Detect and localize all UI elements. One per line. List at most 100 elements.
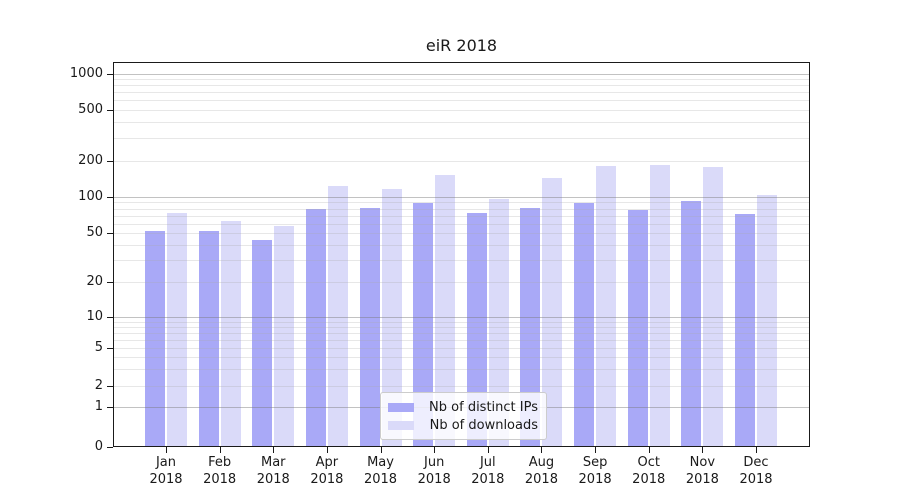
gridline-minor [113, 85, 810, 87]
gridline-minor [113, 122, 810, 124]
gridline-minor [113, 223, 810, 225]
y-tick-mark [107, 197, 113, 198]
bar-nb-of-downloads [167, 212, 187, 447]
bar-nb-of-downloads [327, 186, 348, 447]
gridline-minor [113, 110, 810, 111]
bar-nb-of-downloads [542, 177, 563, 447]
y-tick-mark [107, 316, 113, 318]
gridline-minor [113, 92, 810, 94]
legend: Nb of distinct IPs Nb of downloads [380, 392, 547, 440]
bar-nb-of-downloads [488, 199, 509, 447]
y-tick-label: 1 [94, 398, 103, 414]
x-tick-label: Jul 2018 [471, 455, 505, 487]
gridline-minor [113, 357, 810, 359]
x-tick-label: Nov 2018 [685, 455, 719, 487]
legend-label-downloads: Nb of downloads [429, 417, 538, 433]
gridline-minor [113, 79, 810, 81]
y-tick-label: 20 [86, 273, 103, 289]
gridline-major [113, 73, 810, 75]
y-tick-mark [107, 73, 113, 75]
gridline-minor [113, 281, 810, 283]
x-tick-label: Jan 2018 [149, 455, 183, 487]
bar-nb-of-downloads [220, 221, 241, 447]
bar-nb-of-downloads [703, 166, 724, 447]
bar-nb-of-distinct-ips [413, 203, 434, 447]
bar-nb-of-distinct-ips [520, 207, 541, 447]
gridline-minor [113, 369, 810, 371]
bar-nb-of-distinct-ips [305, 209, 326, 447]
x-tick-label: Apr 2018 [310, 455, 344, 487]
gridline-minor [113, 100, 810, 102]
legend-swatch-distinct-ips [388, 402, 414, 412]
bar-nb-of-downloads [649, 164, 670, 447]
y-tick-label: 2 [94, 378, 103, 393]
bar-nb-of-distinct-ips [681, 201, 702, 447]
plot-area [113, 62, 810, 447]
y-tick-mark [107, 447, 113, 448]
x-tick-mark [273, 447, 275, 453]
gridline-major [113, 316, 810, 318]
x-tick-label: Dec 2018 [739, 455, 773, 487]
y-tick-mark [107, 386, 113, 387]
y-tick-mark [107, 348, 113, 350]
bar-nb-of-downloads [381, 189, 402, 447]
x-tick-mark [648, 447, 650, 453]
bar-nb-of-distinct-ips [734, 214, 755, 447]
x-tick-mark [702, 447, 704, 453]
bar-nb-of-distinct-ips [145, 230, 165, 447]
gridline-minor [113, 348, 810, 350]
x-tick-label: Sep 2018 [578, 455, 612, 487]
x-tick-mark [434, 447, 436, 453]
y-tick-mark [107, 281, 113, 283]
gridline-minor [113, 332, 810, 334]
legend-label-distinct-ips: Nb of distinct IPs [429, 399, 538, 415]
bar-nb-of-distinct-ips [252, 239, 273, 447]
y-tick-label: 500 [78, 102, 103, 117]
bar-nb-of-downloads [596, 165, 617, 447]
x-tick-label: Jun 2018 [417, 455, 451, 487]
bar-nb-of-distinct-ips [198, 230, 219, 447]
gridline-minor [113, 260, 810, 262]
x-tick-label: Oct 2018 [632, 455, 666, 487]
gridline-minor [113, 386, 810, 387]
x-tick-mark [380, 447, 382, 453]
x-tick-label: Feb 2018 [203, 455, 237, 487]
bar-nb-of-distinct-ips [627, 209, 648, 447]
gridline-minor [113, 326, 810, 328]
y-tick-label: 100 [78, 189, 103, 204]
x-tick-label: Mar 2018 [256, 455, 290, 487]
gridline-minor [113, 138, 810, 140]
y-tick-label: 0 [94, 439, 103, 454]
gridline-minor [113, 215, 810, 217]
bar-nb-of-downloads [435, 175, 456, 447]
x-tick-mark [219, 447, 221, 453]
x-tick-mark [487, 447, 489, 453]
x-tick-mark [755, 447, 757, 453]
bar-nb-of-distinct-ips [574, 203, 595, 447]
bar-nb-of-downloads [274, 226, 295, 447]
gridline-minor [113, 160, 810, 162]
x-tick-mark [541, 447, 543, 453]
y-tick-label: 5 [94, 340, 103, 356]
gridline-minor [113, 339, 810, 341]
x-tick-mark [595, 447, 597, 453]
gridline-minor [113, 202, 810, 204]
legend-item-distinct-ips: Nb of distinct IPs [388, 398, 538, 416]
x-tick-mark [326, 447, 328, 453]
x-tick-label: Aug 2018 [524, 455, 558, 487]
gridline-minor [113, 208, 810, 210]
bar-nb-of-downloads [756, 195, 777, 447]
gridline-major [113, 197, 810, 198]
legend-swatch-downloads [388, 420, 414, 430]
gridline-minor [113, 321, 810, 323]
y-tick-mark [107, 110, 113, 111]
gridline-minor [113, 233, 810, 234]
bar-nb-of-distinct-ips [359, 207, 380, 447]
y-tick-mark [107, 160, 113, 162]
x-tick-label: May 2018 [363, 455, 398, 487]
x-tick-mark [166, 447, 167, 453]
legend-item-downloads: Nb of downloads [388, 416, 538, 434]
y-tick-label: 10 [86, 308, 103, 324]
y-tick-label: 50 [86, 225, 103, 240]
